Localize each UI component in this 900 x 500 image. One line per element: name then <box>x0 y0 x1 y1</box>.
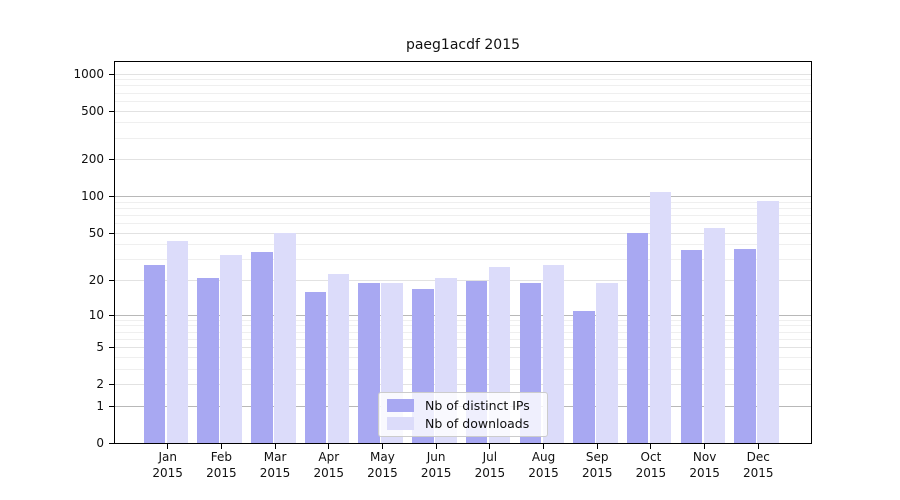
x-tickmark-oct <box>650 443 652 449</box>
y-tickmark-1000 <box>109 73 114 75</box>
bar-downloads-mar <box>274 233 296 444</box>
bar-downloads-jan <box>166 241 189 444</box>
y-tickmark-100 <box>109 196 114 198</box>
gridline-mid-2 <box>114 384 812 386</box>
x-tickmark-sep <box>596 443 598 449</box>
gridline-minor-40 <box>114 244 812 246</box>
y-tickmark-500 <box>109 110 114 112</box>
bar-distinct-ips-jan <box>143 265 166 444</box>
bar-distinct-ips-feb <box>197 278 219 444</box>
y-tickmark-5 <box>109 347 114 349</box>
bar-distinct-ips-sep <box>573 310 595 444</box>
gridline-minor-300 <box>114 137 812 139</box>
gridline-minor-600 <box>114 100 812 102</box>
gridline-minor-30 <box>114 259 812 261</box>
x-tickmark-jun <box>435 443 437 449</box>
x-tick-label-jan: Jan 2015 <box>152 450 183 480</box>
gridline-mid-500 <box>114 110 812 112</box>
bar-downloads-oct <box>649 191 672 444</box>
gridline-mid-50 <box>114 232 812 234</box>
bar-distinct-ips-nov <box>680 250 703 444</box>
gridline-major-100 <box>114 196 812 198</box>
y-tick-label-1000: 1000 <box>73 66 104 81</box>
x-tickmark-feb <box>220 443 222 449</box>
bar-downloads-nov <box>703 228 726 444</box>
legend: Nb of distinct IPs Nb of downloads <box>378 392 548 437</box>
y-tick-label-20: 20 <box>88 273 104 288</box>
chart-title: paeg1acdf 2015 <box>405 37 521 53</box>
gridline-minor-90 <box>114 201 812 203</box>
bar-downloads-feb <box>220 254 242 444</box>
y-tick-label-0: 0 <box>96 436 104 450</box>
y-tick-label-50: 50 <box>88 225 104 240</box>
gridline-mid-200 <box>114 159 812 161</box>
x-tickmark-may <box>381 443 383 449</box>
x-tickmark-apr <box>328 443 330 449</box>
x-tick-label-jun: Jun 2015 <box>420 450 452 480</box>
gridline-minor-800 <box>114 85 812 87</box>
legend-swatch-distinct-ips <box>387 399 414 412</box>
legend-swatch-downloads <box>387 417 414 430</box>
y-tickmark-20 <box>109 280 114 282</box>
y-tickmark-0 <box>109 443 114 444</box>
x-tickmark-nov <box>704 443 706 449</box>
gridline-minor-9 <box>114 319 812 321</box>
gridline-minor-400 <box>114 122 812 124</box>
bar-distinct-ips-apr <box>304 291 327 444</box>
gridline-minor-6 <box>114 338 812 340</box>
x-tick-label-apr: Apr 2015 <box>313 450 345 480</box>
legend-entry-distinct-ips: Nb of distinct IPs <box>385 398 541 413</box>
gridline-major-10 <box>114 314 812 316</box>
y-tick-label-10: 10 <box>88 307 104 322</box>
legend-label-distinct-ips: Nb of distinct IPs <box>425 398 530 413</box>
legend-label-downloads: Nb of downloads <box>425 416 530 431</box>
bar-distinct-ips-oct <box>626 233 649 444</box>
gridline-minor-3 <box>114 368 812 370</box>
y-tick-label-200: 200 <box>81 152 104 167</box>
bar-downloads-sep <box>596 283 618 444</box>
y-tickmark-50 <box>109 232 114 234</box>
gridline-minor-900 <box>114 79 812 81</box>
legend-entry-downloads: Nb of downloads <box>385 416 541 431</box>
x-tick-label-aug: Aug 2015 <box>528 450 559 480</box>
y-tick-label-1: 1 <box>96 398 104 413</box>
x-tick-label-nov: Nov 2015 <box>689 450 720 480</box>
x-tickmark-mar <box>274 443 276 449</box>
x-tick-label-oct: Oct 2015 <box>635 450 667 480</box>
bar-downloads-apr <box>327 273 350 444</box>
x-tick-label-feb: Feb 2015 <box>206 450 237 480</box>
y-tick-label-5: 5 <box>96 340 104 355</box>
gridline-minor-80 <box>114 207 812 209</box>
bar-distinct-ips-mar <box>251 251 273 444</box>
bar-distinct-ips-dec <box>734 248 756 444</box>
x-tick-label-dec: Dec 2015 <box>743 450 774 480</box>
x-tickmark-jul <box>489 443 491 449</box>
y-tickmark-200 <box>109 159 114 161</box>
gridline-minor-700 <box>114 92 812 94</box>
y-tickmark-2 <box>109 384 114 386</box>
y-tick-label-2: 2 <box>96 377 104 392</box>
x-tickmark-jan <box>167 443 169 449</box>
x-tick-label-mar: Mar 2015 <box>259 450 291 480</box>
x-tickmark-aug <box>543 443 545 449</box>
x-tick-label-may: May 2015 <box>367 450 398 480</box>
gridline-mid-5 <box>114 347 812 349</box>
gridline-minor-70 <box>114 215 812 217</box>
gridline-minor-4 <box>114 356 812 358</box>
gridline-minor-60 <box>114 223 812 225</box>
x-tick-label-sep: Sep 2015 <box>581 450 613 480</box>
bar-distinct-ips-may <box>358 283 380 444</box>
gridline-minor-7 <box>114 331 812 333</box>
x-tickmark-dec <box>757 443 759 449</box>
bar-downloads-dec <box>757 200 779 444</box>
gridline-mid-1000 <box>114 73 812 75</box>
x-tick-label-jul: Jul 2015 <box>474 450 506 480</box>
gridline-minor-8 <box>114 325 812 327</box>
y-tick-label-500: 500 <box>81 103 104 118</box>
y-tick-label-100: 100 <box>81 189 104 204</box>
gridline-mid-20 <box>114 280 812 282</box>
y-tickmark-1 <box>109 405 114 407</box>
y-tickmark-10 <box>109 314 114 316</box>
